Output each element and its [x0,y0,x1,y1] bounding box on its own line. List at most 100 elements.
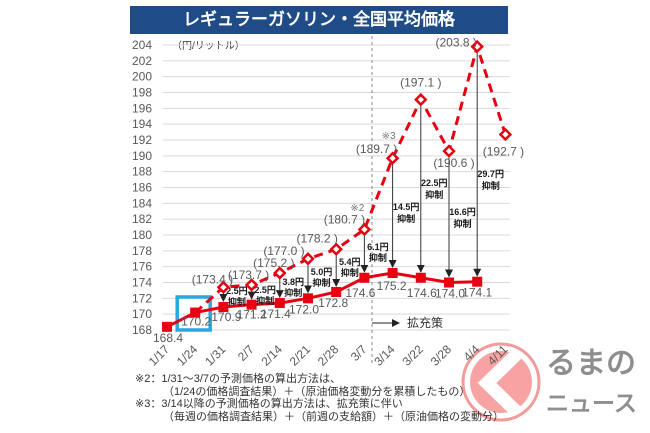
x-tick-label: 3/14 [371,342,398,369]
predicted-data-label: (173.4 ) [192,272,233,286]
x-tick-label: 4/4 [461,342,483,364]
suppression-annotations: 2.5円抑制2.5円抑制3.8円抑制5.0円抑制5.4円抑制6.1円抑制14.5… [219,51,504,307]
suppression-amount: 16.6円 [449,207,476,217]
predicted-point [385,151,400,165]
y-tick-label: 180 [132,228,152,242]
predicted-point [414,92,428,107]
y-tick-label: 178 [132,244,152,258]
policy-label: 拡充策 [407,315,443,330]
y-tick-label: 196 [132,101,152,115]
suppression-note: 抑制 [397,213,415,224]
actual-data-label: 174.0 [435,287,465,301]
actual-data-label: 170.2 [181,315,211,329]
x-tick-label: 1/17 [146,342,173,369]
actual-data-label: 170.9 [211,310,241,324]
y-tick-label: 170 [132,307,152,321]
predicted-data-label: (180.7 ) [324,212,365,226]
suppression-note: 抑制 [341,267,359,278]
x-tick-label: 2/14 [259,342,286,369]
footnote-3-formula: （毎週の価格調査結果）＋（前週の支給額）＋（原油価格の変動分） [163,411,504,424]
y-tick-label: 174 [132,276,152,290]
footnote-reference-mark: ※2 [350,203,364,214]
predicted-point [329,242,343,256]
suppression-amount: 22.5円 [421,178,448,188]
suppression-note: 抑制 [256,295,274,306]
predicted-data-label: (178.2 ) [297,231,338,245]
actual-markers [162,268,483,332]
actual-data-label: 168.4 [153,331,183,345]
logo-mark [461,342,541,422]
y-tick-label: 204 [132,38,152,52]
predicted-data-label: (203.8 ) [436,36,477,50]
logo-ring [461,342,541,422]
predicted-data-label: (192.7 ) [483,144,524,158]
y-tick-label: 198 [132,86,152,100]
actual-point [359,272,370,283]
actual-point [162,321,172,332]
y-tick-label: 188 [132,165,152,179]
actual-data-label: 174.6 [345,286,375,300]
suppression-note: 抑制 [228,296,246,307]
y-tick-label: 194 [132,117,152,131]
logo-disc [470,351,532,413]
y-tick-label: 168 [132,323,152,337]
footnotes: ※2：1/31～3/7の予測価格の算出方法は、 （1/24の価格調査結果）＋（原… [135,373,504,424]
x-tick-label: 4/11 [485,342,511,368]
actual-point [303,293,313,304]
x-tick-label: 3/7 [348,342,370,364]
suppression-amount: 5.4円 [339,257,361,267]
y-tick-label: 176 [132,260,152,274]
actual-point [387,268,398,278]
actual-point [190,307,201,318]
y-tick-label: 182 [132,212,152,226]
highlight-box [175,295,212,332]
actual-data-label: 174.6 [407,286,437,300]
suppression-note: 抑制 [482,180,500,191]
predicted-data-label: (197.1 ) [400,76,441,90]
actual-data-label: 171.4 [261,307,291,321]
predicted-data-label: (190.6 ) [433,156,474,170]
footnote-2-formula: （1/24の価格調査結果）＋（原油価格変動分を累積したもの） [163,385,471,398]
predicted-point [470,39,484,54]
suppression-amount: 29.7円 [477,169,504,179]
actual-point [472,276,483,287]
actual-point [246,299,257,310]
x-tick-label: 2/7 [235,342,257,364]
suppression-amount: 2.5円 [226,286,248,296]
actual-point [331,287,342,297]
footnote-3: ※3：3/14以降の予測価格の算出方法は、拡充策に伴い [135,398,403,411]
predicted-data-labels: (173.4 )(173.7 )(175.2 )(177.0 )(178.2 )… [192,36,524,287]
suppression-note: 抑制 [453,218,471,229]
logo-subtext: ニュース [546,390,637,416]
y-tick-label: 200 [132,70,152,84]
x-tick-label: 1/31 [202,342,229,369]
suppression-amount: 6.1円 [367,242,389,252]
actual-data-label: 172.0 [289,302,319,316]
x-tick-label: 2/28 [315,342,342,369]
footnote-reference-mark: ※3 [382,131,396,142]
y-tick-label: 202 [132,54,152,68]
y-tick-label: 172 [132,291,152,305]
x-tick-label: 3/28 [428,342,455,369]
suppression-note: 抑制 [284,287,302,298]
actual-data-label: 175.2 [377,279,407,293]
x-axis-labels: 1/17 1/24 1/31 2/7 2/14 2/21 2/28 3/7 3/14 3/22 3/… [146,342,511,369]
actual-point [444,277,454,288]
predicted-point [442,144,456,158]
actual-point [274,298,285,309]
x-tick-label: 1/24 [174,342,201,369]
predicted-point [244,278,259,292]
suppression-note: 抑制 [425,189,443,200]
y-tick-label: 186 [132,181,152,195]
y-tick-label: 192 [132,133,152,147]
y-tick-label: 190 [132,149,152,163]
predicted-point [498,127,513,142]
logo-text: るまの [546,347,636,380]
predicted-data-label: (175.2 ) [253,256,294,270]
predicted-data-label: (177.0 ) [263,244,304,258]
x-tick-label: 3/22 [400,342,427,369]
y-axis-unit-label: （円/リットル） [172,40,245,52]
suppression-note: 抑制 [312,277,330,288]
